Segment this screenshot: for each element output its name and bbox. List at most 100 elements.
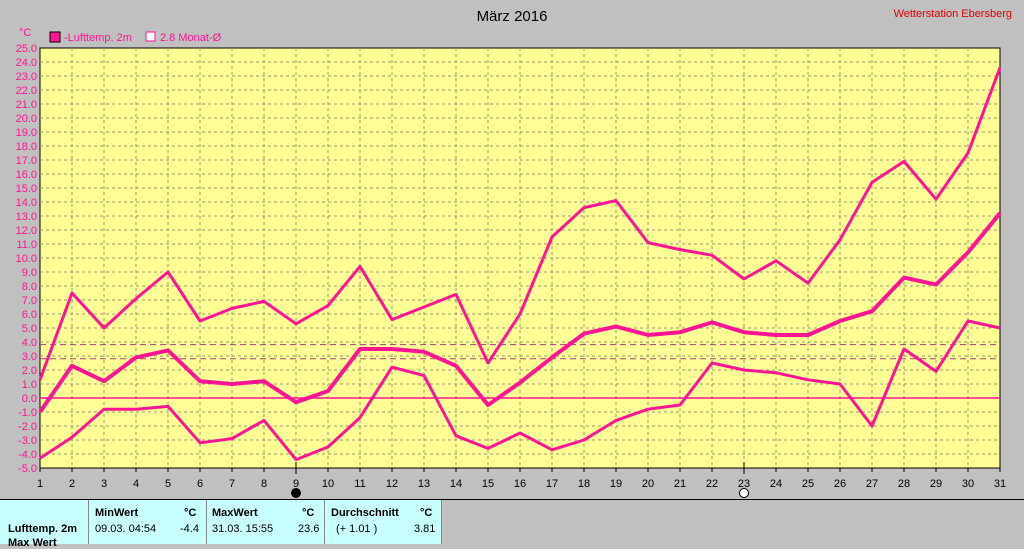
y-tick-label: 16.0 [16,169,37,181]
x-tick-label: 24 [770,478,782,490]
x-tick-label: 3 [101,478,107,490]
x-tick-label: 19 [610,478,622,490]
x-tick-label: 26 [834,478,846,490]
y-axis-unit: °C [19,27,31,39]
y-tick-label: 12.0 [16,225,37,237]
stats-row-label: Lufttemp. 2m [8,523,78,535]
chart-title: März 2016 [477,8,548,25]
stats-blank-area [442,500,1024,544]
y-tick-label: 18.0 [16,141,37,153]
legend-swatch-temp [49,31,61,43]
stats-divider [324,500,325,544]
y-tick-label: -5.0 [18,463,37,475]
x-tick-label: 23 [738,478,750,490]
x-axis-ticks: 1 2 3 4 5 6 7 8 9 10 11 12 13 14 15 16 17 18 19 20 21 22 23 24 2… [37,468,1006,490]
series-line-mean [38,211,1002,414]
x-tick-label: 5 [165,478,171,490]
x-tick-label: 15 [482,478,494,490]
y-tick-label: 11.0 [16,239,37,251]
moon-markers [291,462,749,498]
y-tick-label: 1.0 [22,379,37,391]
y-tick-label: 3.0 [22,351,37,363]
y-tick-label: 4.0 [22,337,37,349]
average-header: Durchschnitt [331,507,399,519]
y-axis-ticks: 25.0 24.0 23.0 22.0 21.0 20.0 19.0 18.0 17.0 16.0… [16,43,37,475]
y-tick-label: -3.0 [18,435,37,447]
y-tick-label: -4.0 [18,449,37,461]
x-tick-label: 6 [197,478,203,490]
reference-lines [40,344,1000,399]
y-tick-label: 6.0 [22,309,37,321]
y-tick-label: 5.0 [22,323,37,335]
series-lines [38,67,1002,462]
max-unit: °C [302,507,315,519]
temperature-chart: 25.024.023.022.021.020.019.018.017.016.0… [15,8,1012,498]
stats-divider [206,500,207,544]
x-tick-label: 4 [133,478,139,490]
max-header: MaxWert [212,507,258,519]
station-name: Wetterstation Ebersberg [894,8,1012,20]
legend: -Lufttemp. 2m 2.8 Monat-Ø [49,31,222,44]
x-tick-label: 2 [69,478,75,490]
x-tick-label: 29 [930,478,942,490]
stats-row-label-cut: Max Wert [8,537,57,549]
max-time: 31.03. 15:55 [212,523,274,535]
y-tick-label: 19.0 [16,127,37,139]
legend-label-average: 2.8 Monat-Ø [160,32,222,44]
series-line-min [39,319,1001,462]
y-tick-label: 2.0 [22,365,37,377]
y-tick-label: 13.0 [16,211,37,223]
x-tick-label: 25 [802,478,814,490]
stats-panel: Lufttemp. 2m Max Wert MinWert °C 09.03. … [0,499,1024,549]
legend-swatch-average [145,31,156,42]
average-value: 3.81 [414,523,436,535]
x-tick-label: 31 [994,478,1006,490]
y-tick-label: 15.0 [16,183,37,195]
x-tick-label: 20 [642,478,654,490]
new-moon-icon [291,488,301,498]
y-tick-label: 14.0 [16,197,37,209]
x-tick-label: 30 [962,478,974,490]
y-tick-label: 10.0 [16,253,37,265]
y-tick-label: 21.0 [16,99,37,111]
x-tick-label: 18 [578,478,590,490]
y-tick-label: 25.0 [16,43,37,55]
x-tick-label: 10 [322,478,334,490]
full-moon-icon [739,488,749,498]
min-value: -4.4 [180,523,199,535]
y-tick-label: 17.0 [16,155,37,167]
y-tick-label: 23.0 [16,71,37,83]
stats-divider [88,500,89,544]
x-tick-label: 8 [261,478,267,490]
x-tick-label: 11 [354,478,365,490]
x-tick-label: 12 [386,478,398,490]
x-tick-label: 9 [293,478,299,490]
min-header: MinWert [95,507,139,519]
legend-label-temp: -Lufttemp. 2m [64,32,132,44]
average-diff: (+ 1.01 ) [336,523,378,535]
x-tick-label: 16 [514,478,526,490]
series-line-max [38,67,1002,381]
x-tick-label: 17 [546,478,558,490]
y-tick-label: 8.0 [22,281,37,293]
x-tick-label: 21 [674,478,686,490]
x-tick-label: 14 [450,478,462,490]
min-unit: °C [184,507,197,519]
min-time: 09.03. 04:54 [95,523,157,535]
x-tick-label: 28 [898,478,910,490]
x-tick-label: 22 [706,478,718,490]
max-value: 23.6 [298,523,320,535]
x-tick-label: 7 [229,478,235,490]
y-tick-label: 24.0 [16,57,37,69]
x-tick-label: 27 [866,478,878,490]
y-tick-label: 7.0 [22,295,37,307]
y-tick-label: 20.0 [16,113,37,125]
stats-divider [441,500,442,544]
average-unit: °C [420,507,433,519]
x-tick-label: 1 [37,478,43,490]
y-tick-label: 22.0 [16,85,37,97]
x-tick-label: 13 [418,478,430,490]
y-tick-label: -2.0 [18,421,37,433]
y-tick-label: 0.0 [22,393,37,405]
y-tick-label: 9.0 [22,267,37,279]
